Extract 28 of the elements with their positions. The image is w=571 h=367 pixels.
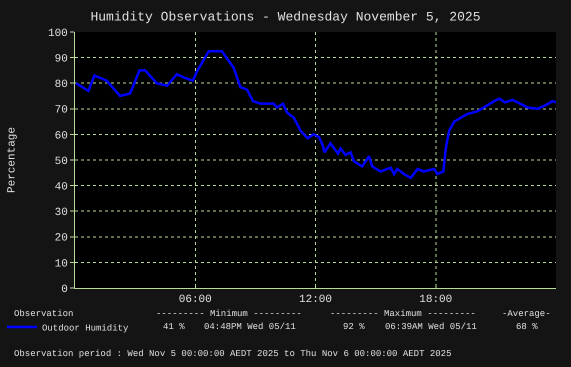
- text: --------- Maximum ---------: [330, 309, 476, 319]
- text: 68 %: [516, 322, 538, 332]
- text: Observation period : Wed Nov 5 00:00:00 AEDT 2025 to Thu Nov 6 00:00:00 AEDT 2025: [14, 349, 452, 359]
- text: -Average-: [502, 309, 551, 319]
- text: 92 %: [343, 322, 366, 332]
- y-tick-label: 80: [54, 79, 68, 92]
- chart-title: Humidity Observations - Wednesday November 5, 2025: [90, 10, 481, 25]
- line-series: [75, 50, 556, 180]
- text: --------- Minimum ---------: [156, 309, 302, 319]
- y-tick-label: 70: [54, 104, 68, 117]
- x-tick-label: 06:00: [178, 294, 212, 306]
- y-tick-label: 30: [54, 207, 68, 220]
- y-tick-label: 90: [54, 53, 68, 66]
- y-tick-label: 50: [54, 156, 68, 168]
- x-tick-label: 12:00: [298, 294, 332, 306]
- text: Observation: [14, 309, 74, 319]
- text: 41 %: [163, 322, 186, 332]
- y-tick-label: 0: [61, 284, 68, 296]
- text: 06:39AM Wed 05/11: [385, 322, 477, 332]
- text: 04:48PM Wed 05/11: [204, 322, 296, 332]
- y-axis-title: Percentage: [6, 126, 19, 194]
- y-tick-label: 40: [54, 181, 68, 194]
- y-tick-label: 60: [54, 130, 68, 142]
- legend-label: Outdoor Humidity: [42, 324, 130, 334]
- y-tick-label: 10: [54, 258, 68, 270]
- y-tick-label: 100: [48, 28, 68, 40]
- y-tick-label: 20: [54, 232, 68, 245]
- x-tick-label: 18:00: [419, 294, 452, 306]
